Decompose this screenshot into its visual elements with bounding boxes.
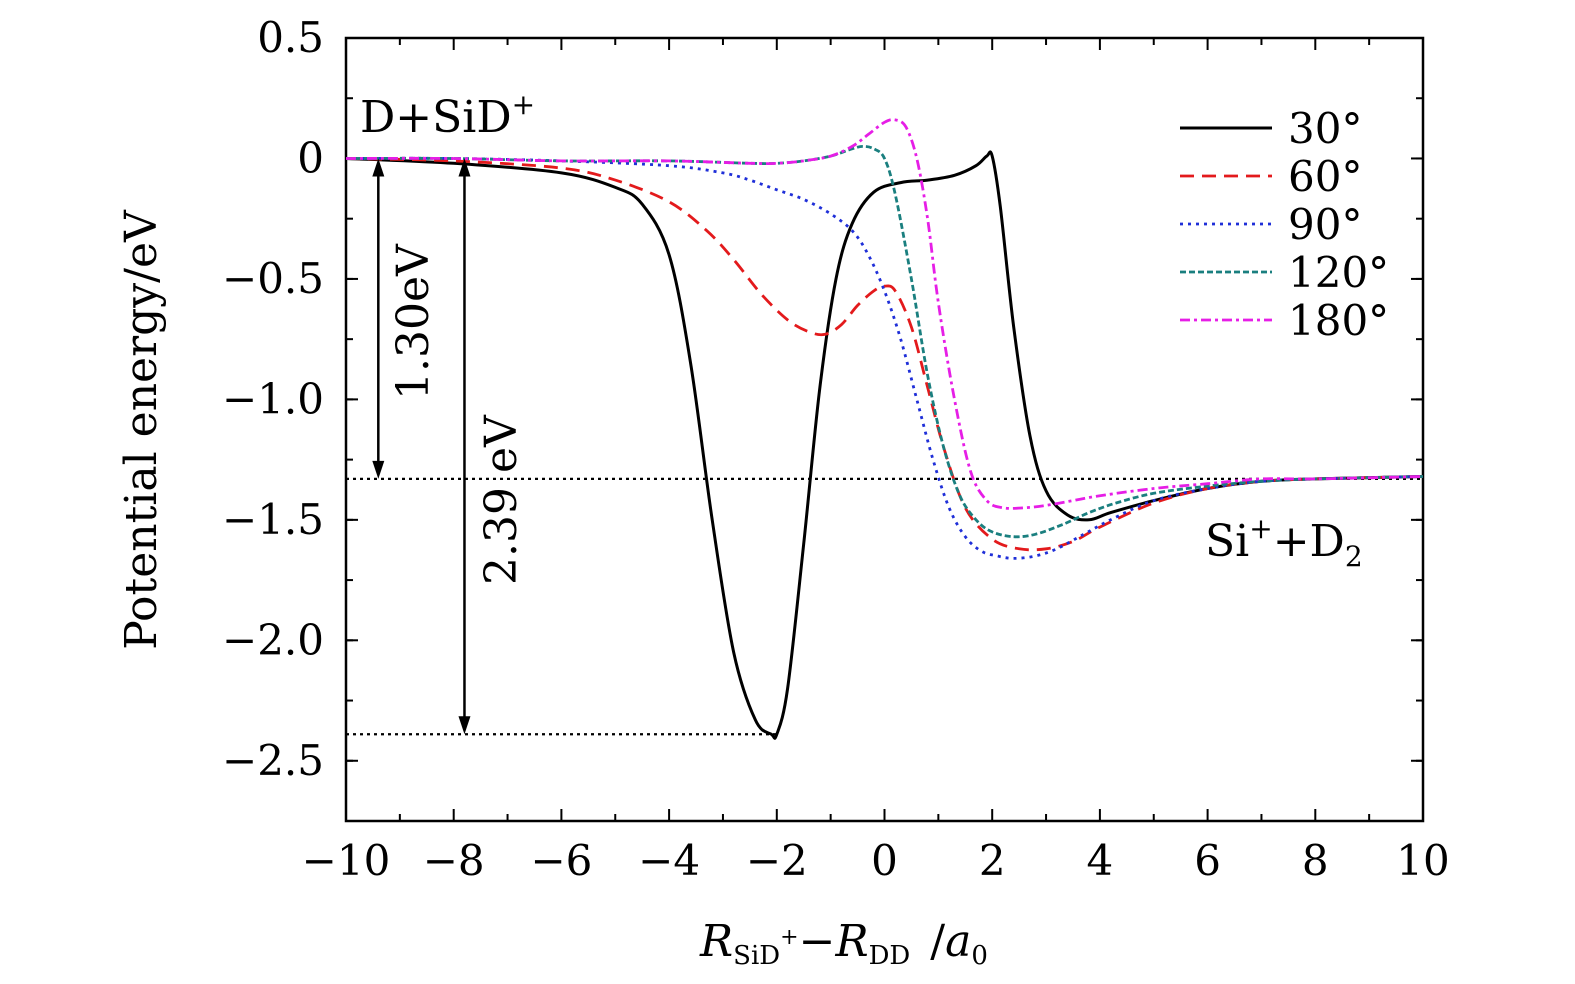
x-tick-label: 8 bbox=[1302, 836, 1329, 885]
arrow-head-up bbox=[372, 158, 385, 177]
y-tick-labels: 0.5 0 −0.5 −1.0 −1.5 −2.0 −2.5 bbox=[222, 13, 324, 785]
reactant-main: D+SiD bbox=[360, 92, 512, 143]
x-tick-label: 2 bbox=[979, 836, 1006, 885]
product-mid: +D bbox=[1273, 516, 1345, 567]
x-tick-label: −6 bbox=[530, 836, 592, 885]
product-sub: 2 bbox=[1345, 540, 1363, 573]
product-sup: + bbox=[1249, 512, 1272, 545]
reactant-label: D+SiD+ bbox=[360, 88, 535, 143]
arrow-label-1: 1.30eV bbox=[388, 243, 439, 400]
x-axis-label: RSiD+−RDD/a0 bbox=[699, 916, 988, 971]
legend-label: 60° bbox=[1288, 152, 1362, 201]
x-tick-labels: −10 −8 −6 −4 −2 0 2 4 6 8 10 bbox=[302, 836, 1450, 885]
x-tick-label: 4 bbox=[1087, 836, 1114, 885]
x-tick-label: −8 bbox=[423, 836, 485, 885]
reactant-sup: + bbox=[512, 88, 535, 121]
y-tick-label: −2.0 bbox=[222, 615, 324, 664]
x-label-asub: 0 bbox=[971, 941, 988, 971]
x-label-a: a bbox=[945, 916, 971, 967]
arrows bbox=[372, 158, 471, 735]
series-lines bbox=[345, 118, 1424, 740]
x-tick-label: −2 bbox=[746, 836, 808, 885]
y-tick-label: −2.5 bbox=[222, 736, 324, 785]
x-label-sub1: SiD bbox=[733, 941, 780, 971]
arrow-head-down bbox=[458, 716, 471, 735]
axis-ticks bbox=[345, 37, 1424, 822]
y-tick-label: 0 bbox=[297, 133, 324, 182]
arrow-label-2: 2.39 eV bbox=[476, 414, 527, 585]
x-label-r1: R bbox=[699, 916, 733, 967]
x-label-sub2: DD bbox=[869, 941, 911, 971]
legend-label: 120° bbox=[1288, 248, 1389, 297]
x-tick-label: 10 bbox=[1396, 836, 1449, 885]
y-tick-label: −1.5 bbox=[222, 495, 324, 544]
product-label: Si++D2 bbox=[1205, 512, 1363, 573]
x-label-r2: R bbox=[834, 916, 868, 967]
x-tick-label: 0 bbox=[871, 836, 898, 885]
arrow-head-down bbox=[372, 460, 385, 479]
y-axis-label: Potential energy/eV bbox=[116, 209, 167, 650]
series-line bbox=[345, 118, 1424, 510]
series-line bbox=[345, 157, 1424, 552]
x-tick-label: 6 bbox=[1194, 836, 1221, 885]
legend-label: 30° bbox=[1288, 104, 1362, 153]
x-label-slash: / bbox=[930, 916, 945, 967]
x-label-minus: − bbox=[799, 916, 836, 967]
y-tick-label: −1.0 bbox=[222, 374, 324, 423]
y-tick-label: −0.5 bbox=[222, 254, 324, 303]
legend-label: 180° bbox=[1288, 296, 1389, 345]
series-line bbox=[345, 156, 1424, 560]
x-tick-label: −10 bbox=[302, 836, 391, 885]
legend: 30°60°90°120°180° bbox=[1180, 104, 1389, 345]
product-si: Si bbox=[1205, 516, 1249, 567]
y-tick-label: 0.5 bbox=[257, 13, 324, 62]
x-label-sup1: + bbox=[780, 925, 798, 950]
series-line bbox=[345, 144, 1424, 539]
legend-label: 90° bbox=[1288, 200, 1362, 249]
series-line bbox=[345, 150, 1424, 740]
arrow-head-up bbox=[458, 158, 471, 177]
x-tick-label: −4 bbox=[638, 836, 700, 885]
